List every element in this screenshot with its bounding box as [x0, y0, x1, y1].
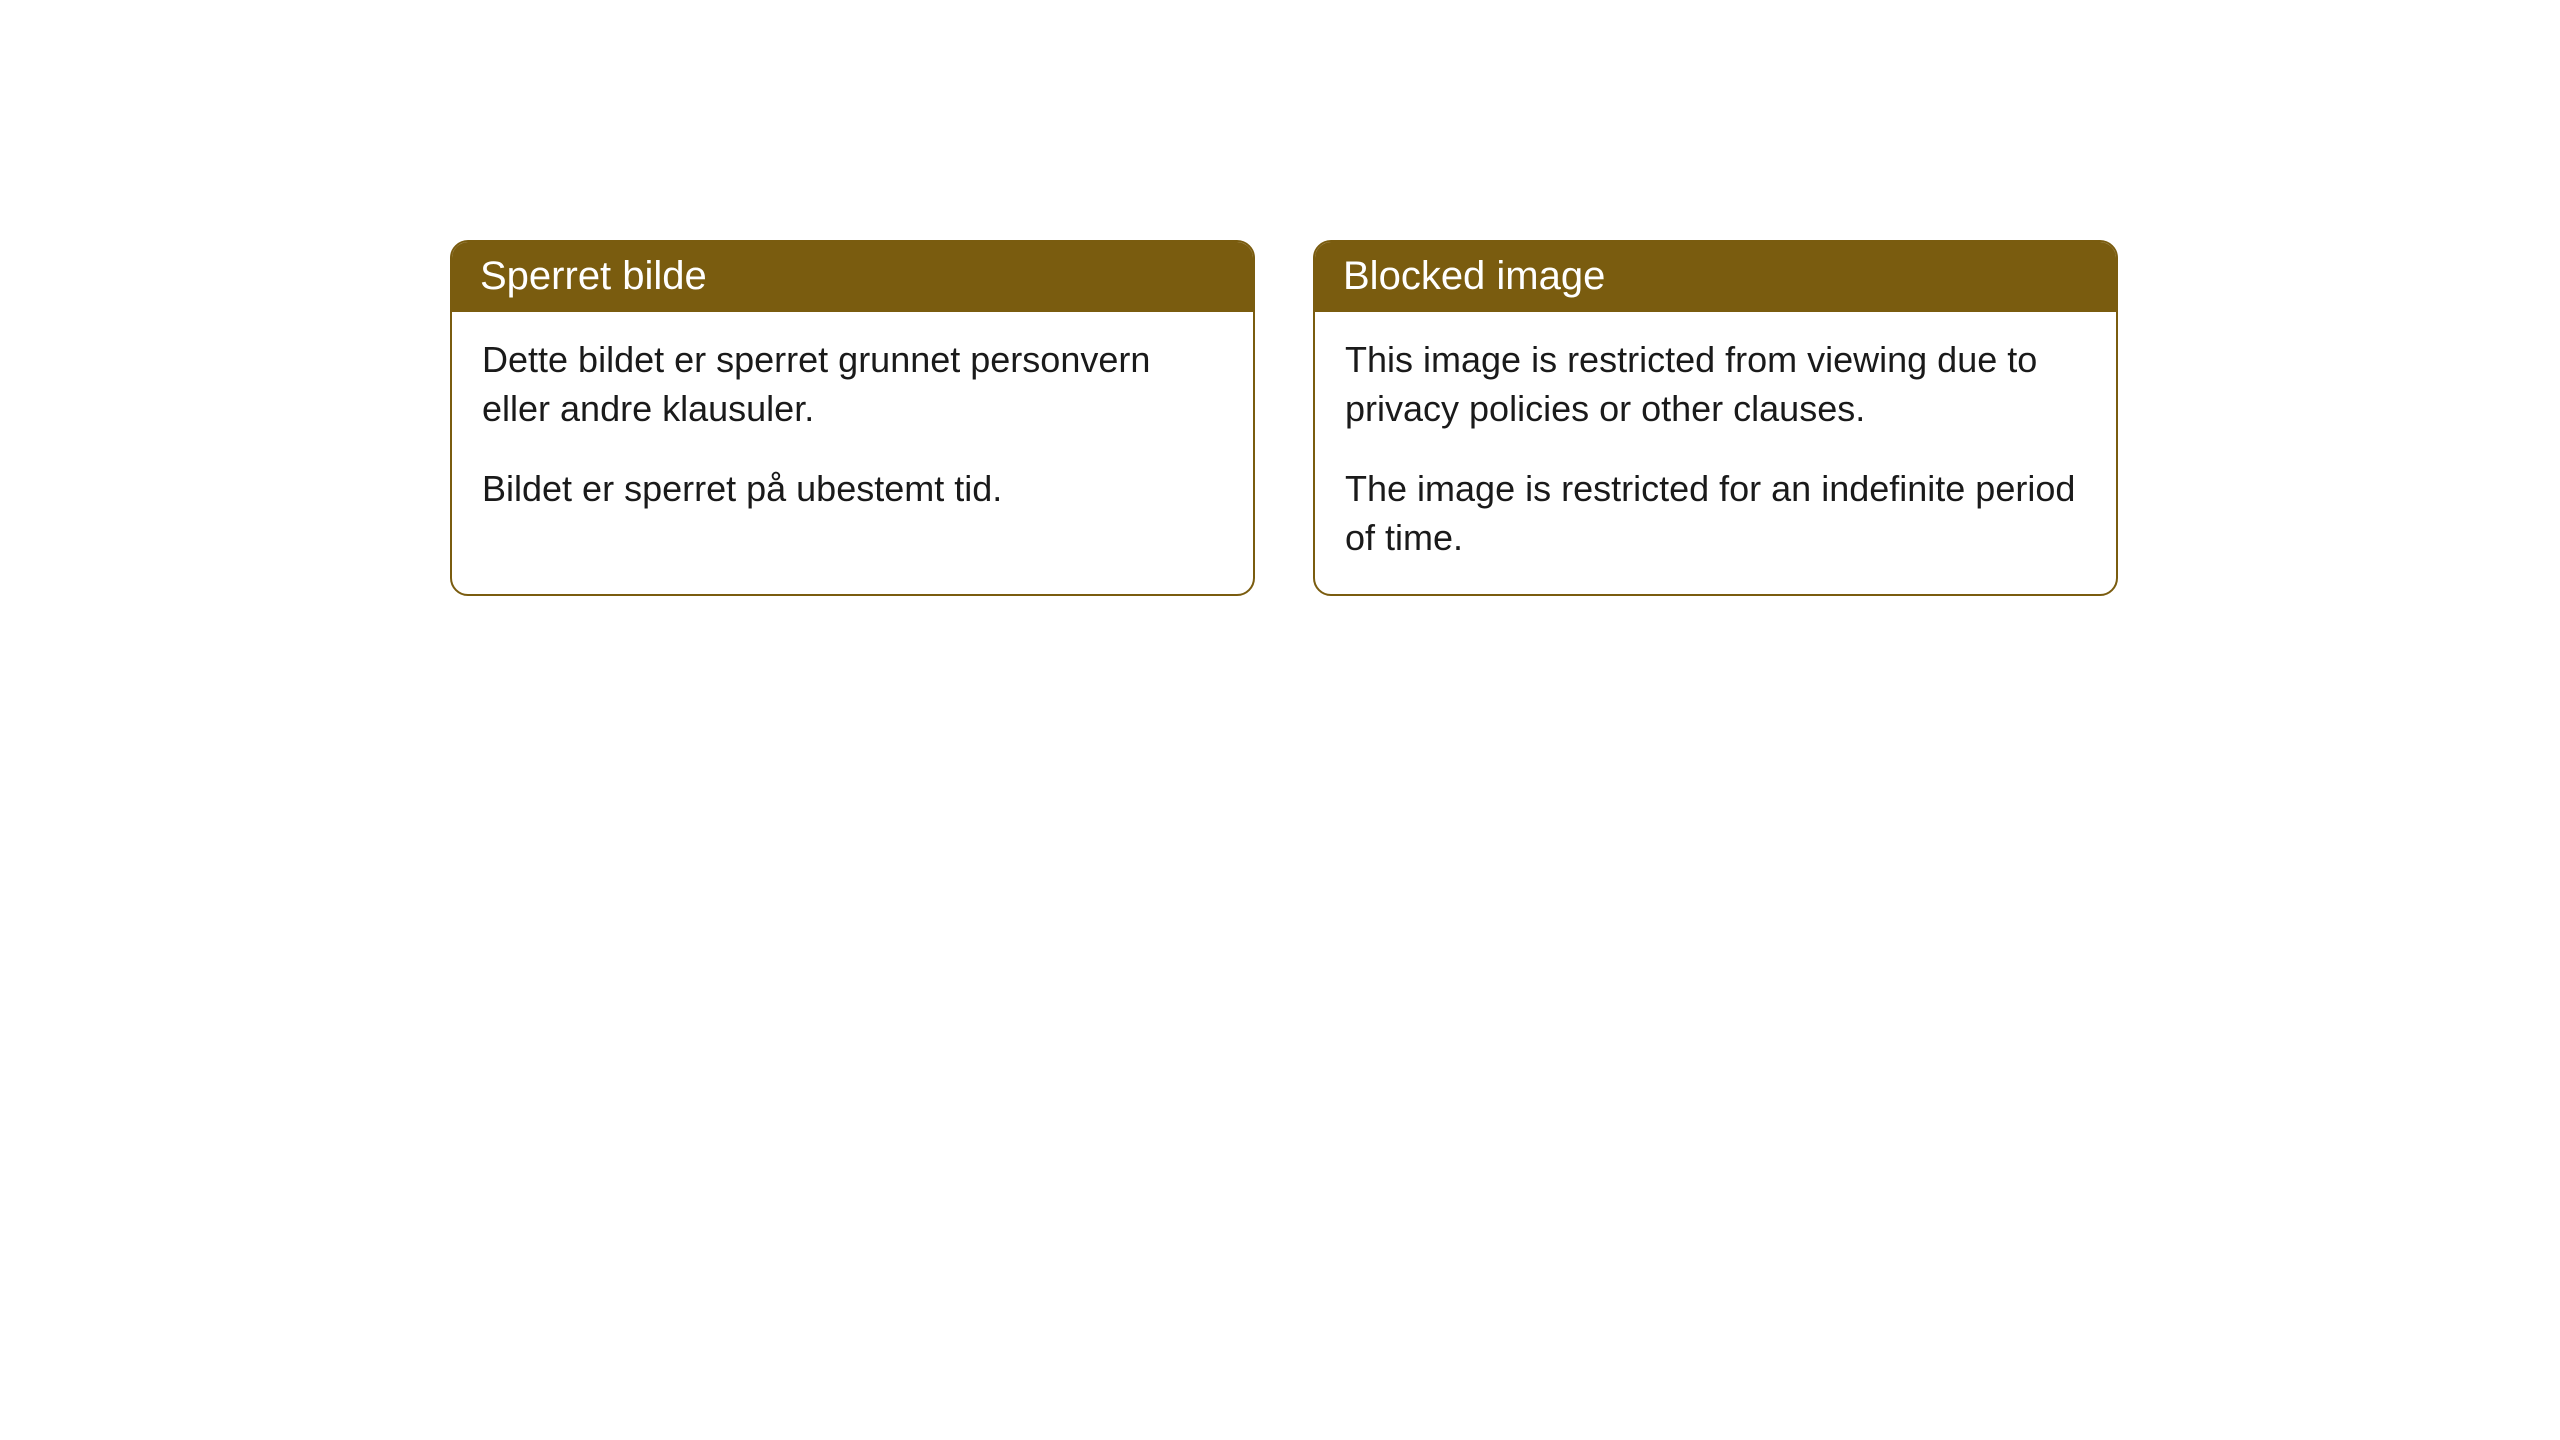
- card-norwegian: Sperret bilde Dette bildet er sperret gr…: [450, 240, 1255, 596]
- card-header-english: Blocked image: [1315, 242, 2116, 312]
- card-english: Blocked image This image is restricted f…: [1313, 240, 2118, 596]
- card-body-norwegian: Dette bildet er sperret grunnet personve…: [452, 312, 1253, 546]
- card-paragraph: Dette bildet er sperret grunnet personve…: [482, 336, 1223, 433]
- card-paragraph: The image is restricted for an indefinit…: [1345, 465, 2086, 562]
- card-paragraph: This image is restricted from viewing du…: [1345, 336, 2086, 433]
- card-body-english: This image is restricted from viewing du…: [1315, 312, 2116, 594]
- card-header-norwegian: Sperret bilde: [452, 242, 1253, 312]
- cards-container: Sperret bilde Dette bildet er sperret gr…: [450, 240, 2118, 596]
- card-paragraph: Bildet er sperret på ubestemt tid.: [482, 465, 1223, 514]
